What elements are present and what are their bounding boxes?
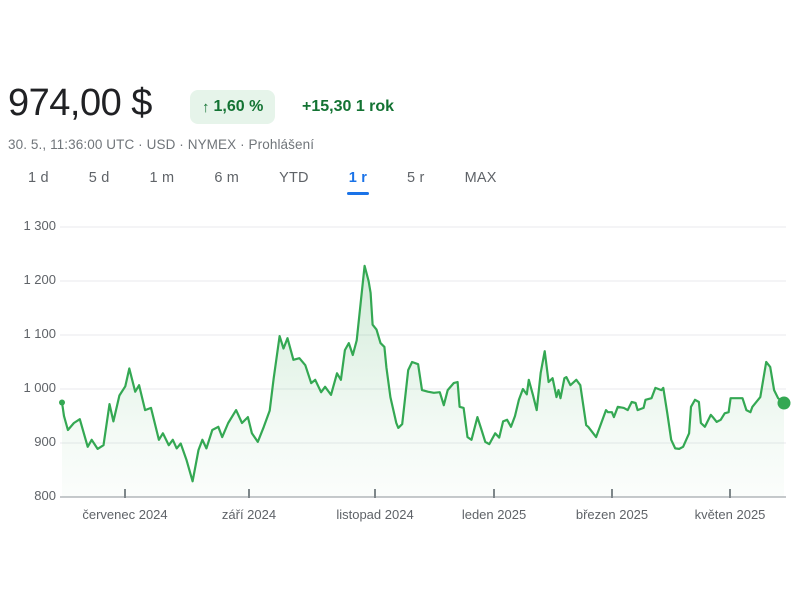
price-chart-canvas <box>59 226 791 498</box>
price-line <box>60 264 786 483</box>
tab-1d[interactable]: 1 d <box>28 166 49 195</box>
quote-meta: 30. 5., 11:36:00 UTC · USD · NYMEX · Pro… <box>8 137 314 152</box>
absolute-change: +15,30 1 rok <box>302 98 395 115</box>
tab-5d[interactable]: 5 d <box>89 166 110 195</box>
y-axis-label: 800 <box>34 488 56 503</box>
y-axis-label: 1 200 <box>23 272 56 287</box>
series-start-dot <box>59 399 65 406</box>
disclaimer-link[interactable]: Prohlášení <box>248 137 315 152</box>
tab-ytd[interactable]: YTD <box>279 166 309 195</box>
x-axis-label: listopad 2024 <box>336 507 414 522</box>
x-axis-label: červenec 2024 <box>82 507 168 522</box>
current-price: 974,00 $ <box>8 82 152 124</box>
percent-change-value: 1,60 % <box>213 98 264 115</box>
x-axis-label: září 2024 <box>221 507 277 522</box>
price-chart[interactable]: 1 300 1 200 1 100 1 000 900 800 červenec 2024 z… <box>0 210 800 540</box>
percent-change-badge: ↑ 1,60 % <box>190 90 276 124</box>
tab-6m[interactable]: 6 m <box>214 166 239 195</box>
price-series <box>59 264 791 497</box>
tab-5r[interactable]: 5 r <box>407 166 425 195</box>
up-arrow-icon: ↑ <box>202 98 210 116</box>
y-axis-label: 1 100 <box>23 326 56 341</box>
area-fill <box>62 265 784 497</box>
tab-1r[interactable]: 1 r <box>346 166 370 195</box>
x-axis-label: květen 2025 <box>694 507 766 522</box>
time-range-tabs: 1 d 5 d 1 m 6 m YTD 1 r 5 r MAX <box>28 166 497 195</box>
latest-price-dot <box>777 396 791 410</box>
y-axis-label: 900 <box>34 434 56 449</box>
x-axis-label: leden 2025 <box>461 507 527 522</box>
quote-timestamp: 30. 5., 11:36:00 UTC · USD · NYMEX · <box>8 137 249 152</box>
x-axis-label: březen 2025 <box>575 507 649 522</box>
tab-1m[interactable]: 1 m <box>150 166 175 195</box>
y-axis-label: 1 000 <box>23 380 56 395</box>
y-axis-label: 1 300 <box>23 218 56 233</box>
tab-max[interactable]: MAX <box>465 166 497 195</box>
